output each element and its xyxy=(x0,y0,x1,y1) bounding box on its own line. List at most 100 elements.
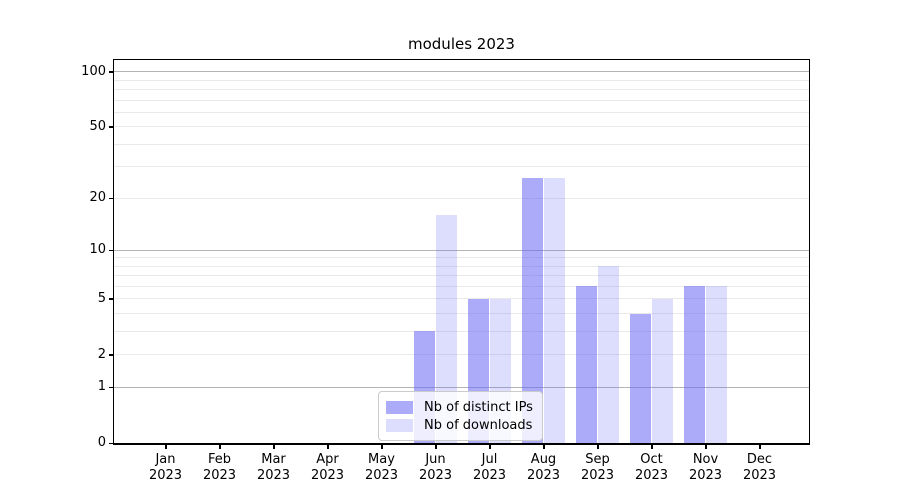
x-axis-tick-label: Nov 2023 xyxy=(679,452,733,484)
legend-item-downloads: Nb of downloads xyxy=(386,416,534,434)
year-label: 2023 xyxy=(148,468,183,483)
month-label: Apr xyxy=(316,452,339,467)
y-axis-tick xyxy=(109,71,113,73)
x-axis-tick xyxy=(705,445,707,449)
month-label: Dec xyxy=(746,452,773,467)
legend-label-downloads: Nb of downloads xyxy=(424,417,533,433)
bar-downloads xyxy=(543,177,565,443)
minor-gridline xyxy=(114,99,809,101)
bar-downloads xyxy=(705,286,727,443)
legend-label-distinct-ips: Nb of distinct IPs xyxy=(424,399,533,415)
plot-area xyxy=(113,59,810,445)
minor-gridline xyxy=(114,88,809,90)
x-axis-tick-label: Jun 2023 xyxy=(409,452,463,484)
legend: Nb of distinct IPs Nb of downloads xyxy=(378,391,543,441)
month-label: May xyxy=(368,452,395,467)
y-axis-tick xyxy=(109,197,113,200)
y-axis-tick xyxy=(109,442,113,444)
year-label: 2023 xyxy=(256,468,291,483)
y-axis-tick xyxy=(109,126,113,128)
legend-swatch-downloads xyxy=(386,418,413,432)
x-axis-tick xyxy=(381,445,383,449)
minor-gridline xyxy=(114,79,809,81)
y-axis-tick xyxy=(109,249,113,252)
month-label: Feb xyxy=(207,452,232,467)
y-axis-tick-label: 1 xyxy=(97,379,106,395)
bar-distinct-ips xyxy=(683,286,705,443)
x-axis-tick-label: May 2023 xyxy=(355,452,409,484)
minor-gridline xyxy=(114,197,809,199)
minor-gridline xyxy=(114,354,809,356)
month-label: Mar xyxy=(261,452,286,467)
year-label: 2023 xyxy=(310,468,345,483)
minor-gridline xyxy=(114,166,809,168)
year-label: 2023 xyxy=(202,468,237,483)
x-axis-tick-label: Feb 2023 xyxy=(193,452,247,484)
y-axis-tick-label: 20 xyxy=(89,190,106,206)
year-label: 2023 xyxy=(472,468,507,483)
month-label: Jul xyxy=(481,452,498,467)
x-axis-tick xyxy=(759,445,761,449)
x-axis-tick xyxy=(651,445,653,449)
x-axis-tick-label: Aug 2023 xyxy=(517,452,571,484)
minor-gridline xyxy=(114,265,809,267)
x-axis-tick xyxy=(327,445,329,449)
y-axis-tick-label: 0 xyxy=(97,435,106,450)
major-gridline xyxy=(114,249,809,251)
minor-gridline xyxy=(114,111,809,113)
minor-gridline xyxy=(114,275,809,277)
y-axis-tick xyxy=(109,354,113,356)
legend-swatch-distinct-ips xyxy=(386,400,413,414)
year-label: 2023 xyxy=(580,468,615,483)
chart-title: modules 2023 xyxy=(408,35,515,53)
year-label: 2023 xyxy=(364,468,399,483)
x-axis-tick-label: Apr 2023 xyxy=(301,452,355,484)
major-gridline xyxy=(114,386,809,388)
bar-downloads xyxy=(651,298,673,443)
x-axis-tick-label: Jan 2023 xyxy=(139,452,193,484)
bar-downloads xyxy=(597,266,619,443)
bar-distinct-ips xyxy=(575,286,597,443)
y-axis-tick xyxy=(109,298,113,300)
minor-gridline xyxy=(114,312,809,314)
y-axis-tick xyxy=(109,386,113,389)
bar-distinct-ips xyxy=(521,177,543,443)
year-label: 2023 xyxy=(634,468,669,483)
x-axis-tick xyxy=(165,445,167,449)
month-label: Aug xyxy=(530,452,557,467)
month-label: Jan xyxy=(155,452,176,467)
minor-gridline xyxy=(114,330,809,332)
minor-gridline xyxy=(114,298,809,300)
year-label: 2023 xyxy=(526,468,561,483)
x-axis-tick-label: Dec 2023 xyxy=(733,452,787,484)
x-axis-tick-label: Oct 2023 xyxy=(625,452,679,484)
month-label: Nov xyxy=(692,452,719,467)
year-label: 2023 xyxy=(688,468,723,483)
x-axis-tick xyxy=(597,445,599,449)
x-axis-tick-label: Jul 2023 xyxy=(463,452,517,484)
x-axis-tick xyxy=(435,445,437,449)
y-axis-tick-label: 100 xyxy=(81,63,106,79)
x-axis-tick xyxy=(489,445,491,449)
x-axis-tick xyxy=(273,445,275,449)
legend-item-distinct-ips: Nb of distinct IPs xyxy=(386,398,534,416)
month-label: Jun xyxy=(425,452,446,467)
month-label: Oct xyxy=(640,452,663,467)
y-axis-tick-label: 2 xyxy=(97,346,106,362)
minor-gridline xyxy=(114,126,809,128)
month-label: Sep xyxy=(585,452,610,467)
x-axis-tick xyxy=(219,445,221,449)
y-axis-tick-label: 5 xyxy=(97,290,106,306)
y-axis-tick-label: 50 xyxy=(89,118,106,134)
minor-gridline xyxy=(114,285,809,287)
year-label: 2023 xyxy=(418,468,453,483)
y-axis-tick-label: 10 xyxy=(89,242,106,258)
x-axis-tick-label: Mar 2023 xyxy=(247,452,301,484)
x-axis-tick xyxy=(543,445,545,449)
minor-gridline xyxy=(114,143,809,145)
x-axis-tick-label: Sep 2023 xyxy=(571,452,625,484)
year-label: 2023 xyxy=(742,468,777,483)
bar-downloads xyxy=(435,215,457,443)
major-gridline xyxy=(114,71,809,73)
